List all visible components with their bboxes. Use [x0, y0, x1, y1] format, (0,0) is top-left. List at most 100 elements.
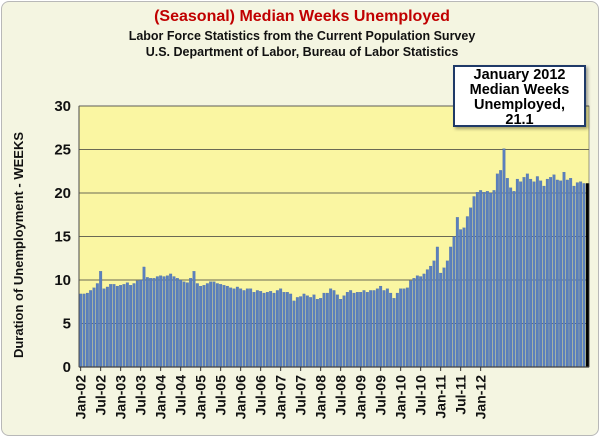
bar	[522, 177, 526, 368]
bar	[139, 279, 143, 368]
bar	[419, 276, 423, 368]
callout-line-4: 21.1	[505, 112, 534, 128]
bar	[405, 287, 409, 368]
bar	[292, 300, 296, 368]
bar	[399, 288, 403, 368]
callout-line-3: Unemployed,	[473, 97, 566, 113]
bar	[102, 288, 106, 368]
bar	[392, 298, 396, 368]
bar	[569, 178, 573, 368]
x-tick-label: Jan-03	[113, 375, 129, 420]
bar	[445, 260, 449, 368]
bar	[375, 288, 379, 368]
bar	[422, 273, 426, 368]
bar	[479, 190, 483, 368]
x-tick-label: Jul-11	[453, 375, 469, 415]
bar	[265, 292, 269, 368]
bar	[519, 181, 523, 368]
bar	[575, 182, 579, 368]
x-tick-label: Jul-09	[373, 375, 389, 416]
bar	[162, 276, 166, 368]
bar	[505, 178, 509, 368]
bar	[252, 292, 256, 368]
bar	[322, 292, 326, 368]
bar	[389, 292, 393, 368]
bar	[442, 267, 446, 368]
bar	[285, 292, 289, 368]
bar	[152, 278, 156, 368]
x-tick-label: Jul-10	[413, 375, 429, 416]
bar	[372, 290, 376, 368]
bar	[539, 180, 543, 368]
bar	[555, 179, 559, 368]
bar	[485, 191, 489, 368]
bar	[499, 170, 503, 368]
bar	[119, 285, 123, 368]
x-tick-label: Jan-05	[193, 375, 209, 420]
bar	[305, 295, 309, 368]
x-tick-label: Jan-10	[393, 375, 409, 420]
x-tick-label: Jan-04	[153, 375, 169, 420]
bar	[282, 292, 286, 368]
bar	[229, 287, 233, 368]
y-tick-label: 5	[63, 316, 71, 333]
bar	[95, 283, 99, 368]
bar	[159, 275, 163, 368]
bar	[489, 192, 493, 368]
x-tick-label: Jul-08	[333, 375, 349, 416]
y-axis-label: Duration of Unemployment - WEEKS	[11, 131, 26, 359]
bar	[272, 292, 276, 368]
bar	[242, 290, 246, 368]
bar	[245, 288, 249, 368]
bar	[155, 276, 159, 368]
bar	[512, 191, 516, 368]
bar	[89, 290, 93, 368]
bar	[402, 288, 406, 368]
bar	[429, 265, 433, 368]
bar	[82, 293, 86, 368]
bar	[185, 282, 189, 368]
bar	[352, 292, 356, 368]
bar	[565, 179, 569, 368]
bar	[122, 284, 126, 368]
y-tick-label: 0	[63, 359, 71, 376]
bar	[179, 279, 183, 368]
bar	[319, 298, 323, 368]
bar	[255, 290, 259, 368]
bar	[439, 272, 443, 368]
chart-subtitle-survey: Labor Force Statistics from the Current …	[128, 29, 476, 43]
callout-line-2: Median Weeks	[469, 82, 570, 98]
bar	[259, 291, 263, 368]
bar	[172, 276, 176, 368]
x-tick-label: Jan-07	[273, 375, 289, 420]
bar	[202, 285, 206, 368]
bar	[382, 290, 386, 368]
bar	[449, 246, 453, 368]
x-tick-label: Jul-05	[213, 375, 229, 416]
bar	[239, 288, 243, 368]
bar	[212, 281, 216, 368]
bar	[369, 290, 373, 368]
bar	[275, 290, 279, 368]
bar	[465, 216, 469, 368]
bar	[192, 271, 196, 368]
bar	[345, 292, 349, 368]
bar	[509, 187, 513, 368]
bar	[349, 290, 353, 368]
bar	[79, 293, 83, 368]
bar	[409, 280, 413, 368]
bar	[529, 178, 533, 368]
bar	[549, 177, 553, 368]
x-tick-label: Jan-08	[313, 375, 329, 420]
y-tick-label: 30	[54, 98, 71, 115]
bar	[325, 292, 329, 368]
bar	[262, 292, 266, 368]
callout-line-1: January 2012	[473, 67, 566, 83]
bar	[495, 173, 499, 368]
y-tick-label: 25	[54, 142, 71, 159]
bar	[225, 285, 229, 368]
bar	[215, 283, 219, 368]
bar	[302, 293, 306, 368]
bar	[315, 299, 319, 368]
